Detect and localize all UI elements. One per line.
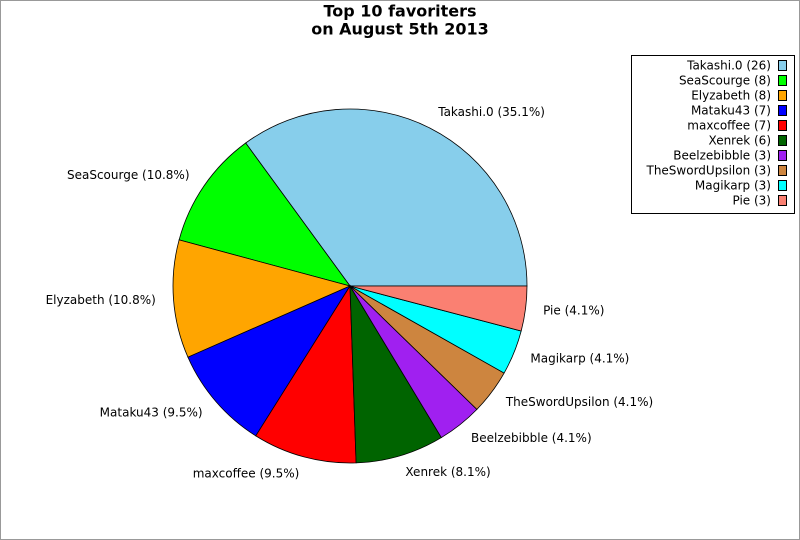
legend-label: Beelzebibble (3) — [673, 149, 771, 163]
legend-label: Elyzabeth (8) — [691, 89, 771, 103]
pie-slice — [172, 239, 352, 358]
pie-slice — [349, 284, 442, 464]
legend-swatch — [778, 135, 787, 146]
pie-slice — [245, 108, 528, 287]
pie-slice — [255, 284, 357, 464]
slice-label: Xenrek (8.1%) — [405, 465, 490, 479]
legend-swatch — [778, 195, 787, 206]
pie-slice — [187, 285, 352, 437]
slice-label: Takashi.0 (35.1%) — [437, 105, 545, 119]
pie-slice — [178, 142, 351, 287]
legend-label: SeaScourge (8) — [679, 74, 771, 88]
legend-label: TheSwordUpsilon (3) — [645, 164, 771, 178]
legend-swatch — [778, 75, 787, 86]
pie-slice — [349, 285, 528, 332]
legend-swatch — [778, 150, 787, 161]
chart-subtitle: on August 5th 2013 — [311, 20, 489, 39]
legend-label: maxcoffee (7) — [687, 119, 771, 133]
legend-swatch — [778, 165, 787, 176]
slice-label: Beelzebibble (4.1%) — [471, 431, 592, 445]
legend-swatch — [778, 60, 787, 71]
slice-label: Elyzabeth (10.8%) — [46, 293, 156, 307]
legend-swatch — [778, 105, 787, 116]
slice-label: Pie (4.1%) — [543, 303, 604, 317]
legend-label: Pie (3) — [732, 194, 771, 208]
slice-label: SeaScourge (10.8%) — [67, 168, 190, 182]
legend-label: Xenrek (6) — [709, 134, 771, 148]
slice-label: Mataku43 (9.5%) — [100, 406, 203, 420]
slice-label: maxcoffee (9.5%) — [193, 466, 300, 480]
slice-label: Magikarp (4.1%) — [530, 352, 629, 366]
legend-box — [631, 55, 795, 214]
slice-label: TheSwordUpsilon (4.1%) — [505, 395, 653, 409]
legend-label: Mataku43 (7) — [691, 104, 771, 118]
chart-title: Top 10 favoriters — [323, 2, 476, 21]
legend-swatch — [778, 90, 787, 101]
legend-label: Takashi.0 (26) — [686, 59, 771, 73]
legend-label: Magikarp (3) — [695, 179, 771, 193]
legend-swatch — [778, 120, 787, 131]
legend-swatch — [778, 180, 787, 191]
